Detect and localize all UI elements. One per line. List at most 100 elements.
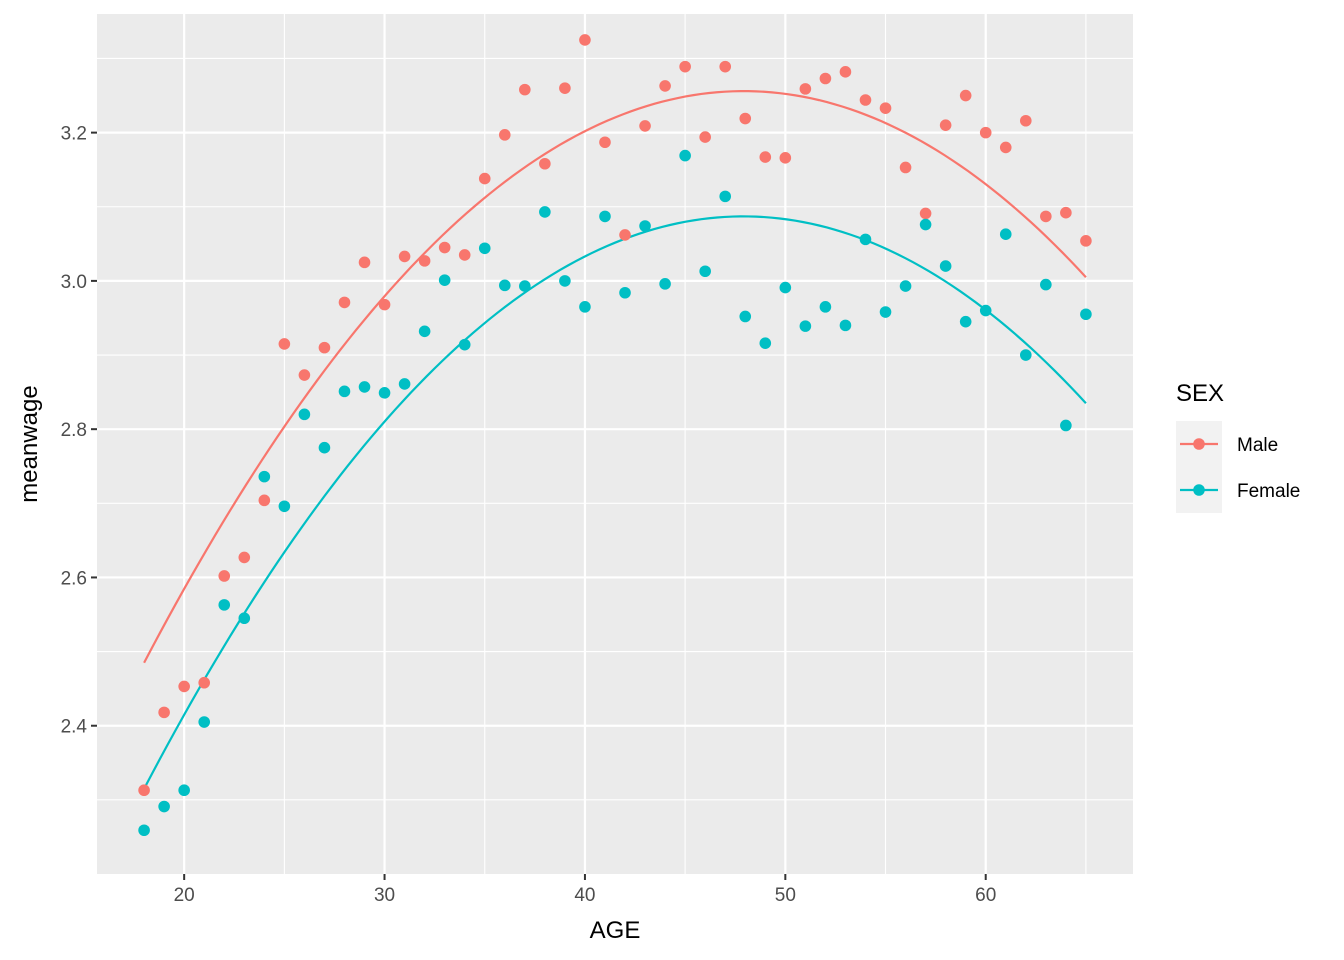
point-female xyxy=(659,278,671,290)
point-male xyxy=(198,676,211,689)
point-female xyxy=(699,265,711,278)
x-tick-label: 50 xyxy=(775,885,796,906)
legend-key-point xyxy=(1193,484,1205,496)
legend-label-male: Male xyxy=(1237,435,1278,456)
x-axis-title: AGE xyxy=(590,917,641,944)
fit-line-male xyxy=(143,90,1087,664)
point-female xyxy=(158,800,170,813)
point-male xyxy=(979,126,992,139)
major-grid xyxy=(97,14,1133,874)
point-male xyxy=(498,129,511,141)
legend-title: SEX xyxy=(1176,380,1224,407)
point-female xyxy=(819,301,832,313)
point-female xyxy=(999,228,1012,240)
y-tick-label: 3.2 xyxy=(61,124,87,145)
point-male xyxy=(599,136,611,149)
point-female xyxy=(959,315,972,328)
x-tick-label: 60 xyxy=(975,885,996,906)
point-male xyxy=(699,131,711,143)
point-male xyxy=(418,255,431,267)
point-female xyxy=(358,381,371,393)
point-male xyxy=(899,161,912,174)
point-male xyxy=(178,680,190,693)
point-male xyxy=(278,338,291,350)
point-male xyxy=(1060,206,1072,219)
point-male xyxy=(579,34,591,46)
point-female xyxy=(859,233,872,246)
point-male xyxy=(258,494,271,507)
point-female xyxy=(438,274,451,286)
point-female xyxy=(138,824,150,837)
point-female xyxy=(539,206,551,218)
point-female xyxy=(318,441,331,454)
point-male xyxy=(519,83,531,96)
point-female xyxy=(839,319,852,332)
x-tick-label: 20 xyxy=(174,885,195,906)
point-female xyxy=(1019,349,1032,361)
point-male xyxy=(819,72,832,85)
point-female xyxy=(498,279,511,292)
point-female xyxy=(398,378,411,390)
point-male xyxy=(458,249,471,261)
point-female xyxy=(679,149,691,162)
x-tick-label: 30 xyxy=(374,885,395,906)
point-male xyxy=(138,784,150,797)
point-male xyxy=(919,207,932,220)
point-male xyxy=(218,570,231,582)
point-male xyxy=(939,119,952,132)
point-female xyxy=(939,260,952,272)
point-male xyxy=(719,60,732,73)
point-female xyxy=(979,304,992,317)
y-axis-ticks: 2.4 2.6 2.8 3.0 3.2 xyxy=(61,124,97,738)
point-female xyxy=(1040,278,1052,291)
plot-panel xyxy=(97,14,1133,874)
point-male xyxy=(619,229,631,241)
point-male xyxy=(1040,210,1052,223)
legend: SEX Male Female xyxy=(1176,380,1300,513)
point-male xyxy=(238,551,251,564)
y-tick-label: 3.0 xyxy=(61,272,87,293)
point-male xyxy=(478,172,491,185)
point-male xyxy=(358,256,371,269)
point-female xyxy=(458,338,471,351)
point-female xyxy=(559,275,571,287)
point-female xyxy=(478,242,491,255)
point-female xyxy=(619,286,631,299)
point-female xyxy=(519,280,531,292)
point-male xyxy=(839,66,852,78)
point-female xyxy=(298,408,311,421)
point-male xyxy=(378,298,391,311)
point-female xyxy=(278,500,291,513)
legend-label-female: Female xyxy=(1237,481,1300,502)
point-male xyxy=(799,83,812,95)
point-male xyxy=(999,141,1012,154)
fit-line-female xyxy=(143,215,1087,790)
y-tick-label: 2.8 xyxy=(61,420,87,441)
point-male xyxy=(318,341,331,354)
point-female xyxy=(899,280,912,292)
legend-key-point xyxy=(1193,438,1205,450)
point-male xyxy=(338,296,351,309)
point-female xyxy=(779,281,792,294)
point-female xyxy=(258,470,271,483)
point-female xyxy=(799,320,812,332)
point-female xyxy=(338,385,351,398)
point-female xyxy=(739,310,752,323)
point-male xyxy=(859,94,872,106)
point-male xyxy=(539,157,551,170)
point-female xyxy=(599,210,611,223)
point-male xyxy=(158,706,170,719)
point-female xyxy=(1080,308,1092,321)
point-female xyxy=(218,599,231,611)
x-axis-ticks: 20 30 40 50 60 xyxy=(174,874,996,906)
point-female xyxy=(879,306,892,318)
point-male xyxy=(739,112,752,125)
point-female xyxy=(639,220,651,232)
x-tick-label: 40 xyxy=(574,885,595,906)
point-male xyxy=(639,120,651,132)
point-female xyxy=(198,716,211,728)
point-male xyxy=(759,151,772,163)
point-male xyxy=(1080,235,1092,247)
point-male xyxy=(959,89,972,102)
